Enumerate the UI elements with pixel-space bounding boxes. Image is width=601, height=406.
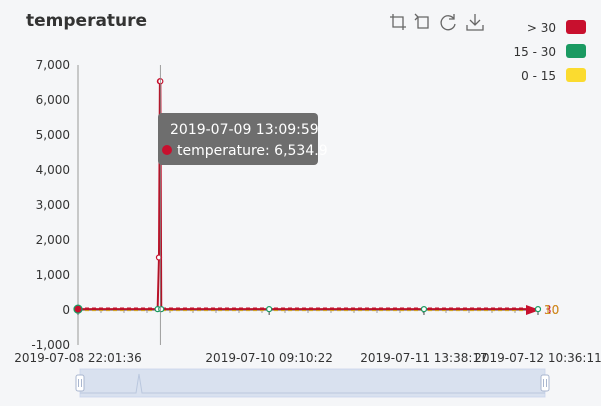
data-point[interactable] — [266, 306, 273, 313]
data-zoom-track[interactable] — [79, 368, 546, 398]
toolbox — [389, 13, 484, 31]
data-zoom-shadow — [80, 373, 545, 394]
y-tick-label: 4,000 — [36, 163, 70, 177]
y-tick-label: 2,000 — [36, 233, 70, 247]
legend-label: 0 - 15 — [521, 69, 556, 83]
y-tick-label: 0 — [62, 303, 70, 317]
x-tick-label: 2019-07-12 10:36:11 — [474, 351, 601, 365]
legend-label: 15 - 30 — [514, 45, 557, 59]
tooltip-title: 2019-07-09 13:09:59 — [170, 122, 319, 138]
x-tick-label: 2019-07-10 09:10:22 — [205, 351, 332, 365]
tooltip-marker — [162, 145, 172, 155]
zoom-icon[interactable] — [389, 13, 407, 31]
data-zoom-end-handle[interactable] — [540, 374, 550, 392]
y-tick-label: 7,000 — [36, 58, 70, 72]
chart-title: temperature — [26, 11, 147, 31]
visual-map-legend: > 30 15 - 30 0 - 15 — [514, 20, 586, 83]
data-zoom-start-handle[interactable] — [75, 374, 85, 392]
y-tick-label: 1,000 — [36, 268, 70, 282]
legend-swatch[interactable] — [566, 20, 586, 34]
tooltip: 2019-07-09 13:09:59 temperature: 6,534.9 — [158, 113, 328, 165]
zoom-reset-icon[interactable] — [414, 13, 432, 31]
mark-line-arrow — [526, 305, 540, 315]
restore-icon[interactable] — [439, 13, 457, 31]
data-zoom-slider[interactable] — [75, 368, 550, 398]
data-point[interactable] — [158, 306, 165, 313]
data-point[interactable] — [534, 306, 542, 313]
y-axis: -1,000 0 1,000 2,000 3,000 4,000 5,000 6,000 7,0… — [31, 58, 79, 352]
mark-line-label: 10 — [544, 303, 559, 317]
data-point[interactable] — [73, 304, 83, 314]
data-zoom-selection[interactable] — [80, 369, 545, 397]
tooltip-value: temperature: 6,534.9 — [177, 143, 328, 159]
y-tick-label: 6,000 — [36, 93, 70, 107]
legend-swatch[interactable] — [566, 68, 586, 82]
save-image-icon[interactable] — [466, 13, 484, 31]
y-tick-label: -1,000 — [31, 338, 70, 352]
legend-swatch[interactable] — [566, 44, 586, 58]
tooltip-box — [158, 113, 318, 165]
y-tick-label: 5,000 — [36, 128, 70, 142]
legend-label: > 30 — [527, 21, 556, 35]
x-axis: 2019-07-08 22:01:36 2019-07-10 09:10:22 20… — [14, 309, 601, 365]
mark-line-label: 30 — [544, 303, 559, 317]
data-point[interactable] — [420, 306, 428, 313]
x-tick-label: 2019-07-11 13:38:17 — [360, 351, 487, 365]
series-temperature — [73, 65, 542, 345]
y-tick-label: 3,000 — [36, 198, 70, 212]
x-tick-label: 2019-07-08 22:01:36 — [14, 351, 141, 365]
